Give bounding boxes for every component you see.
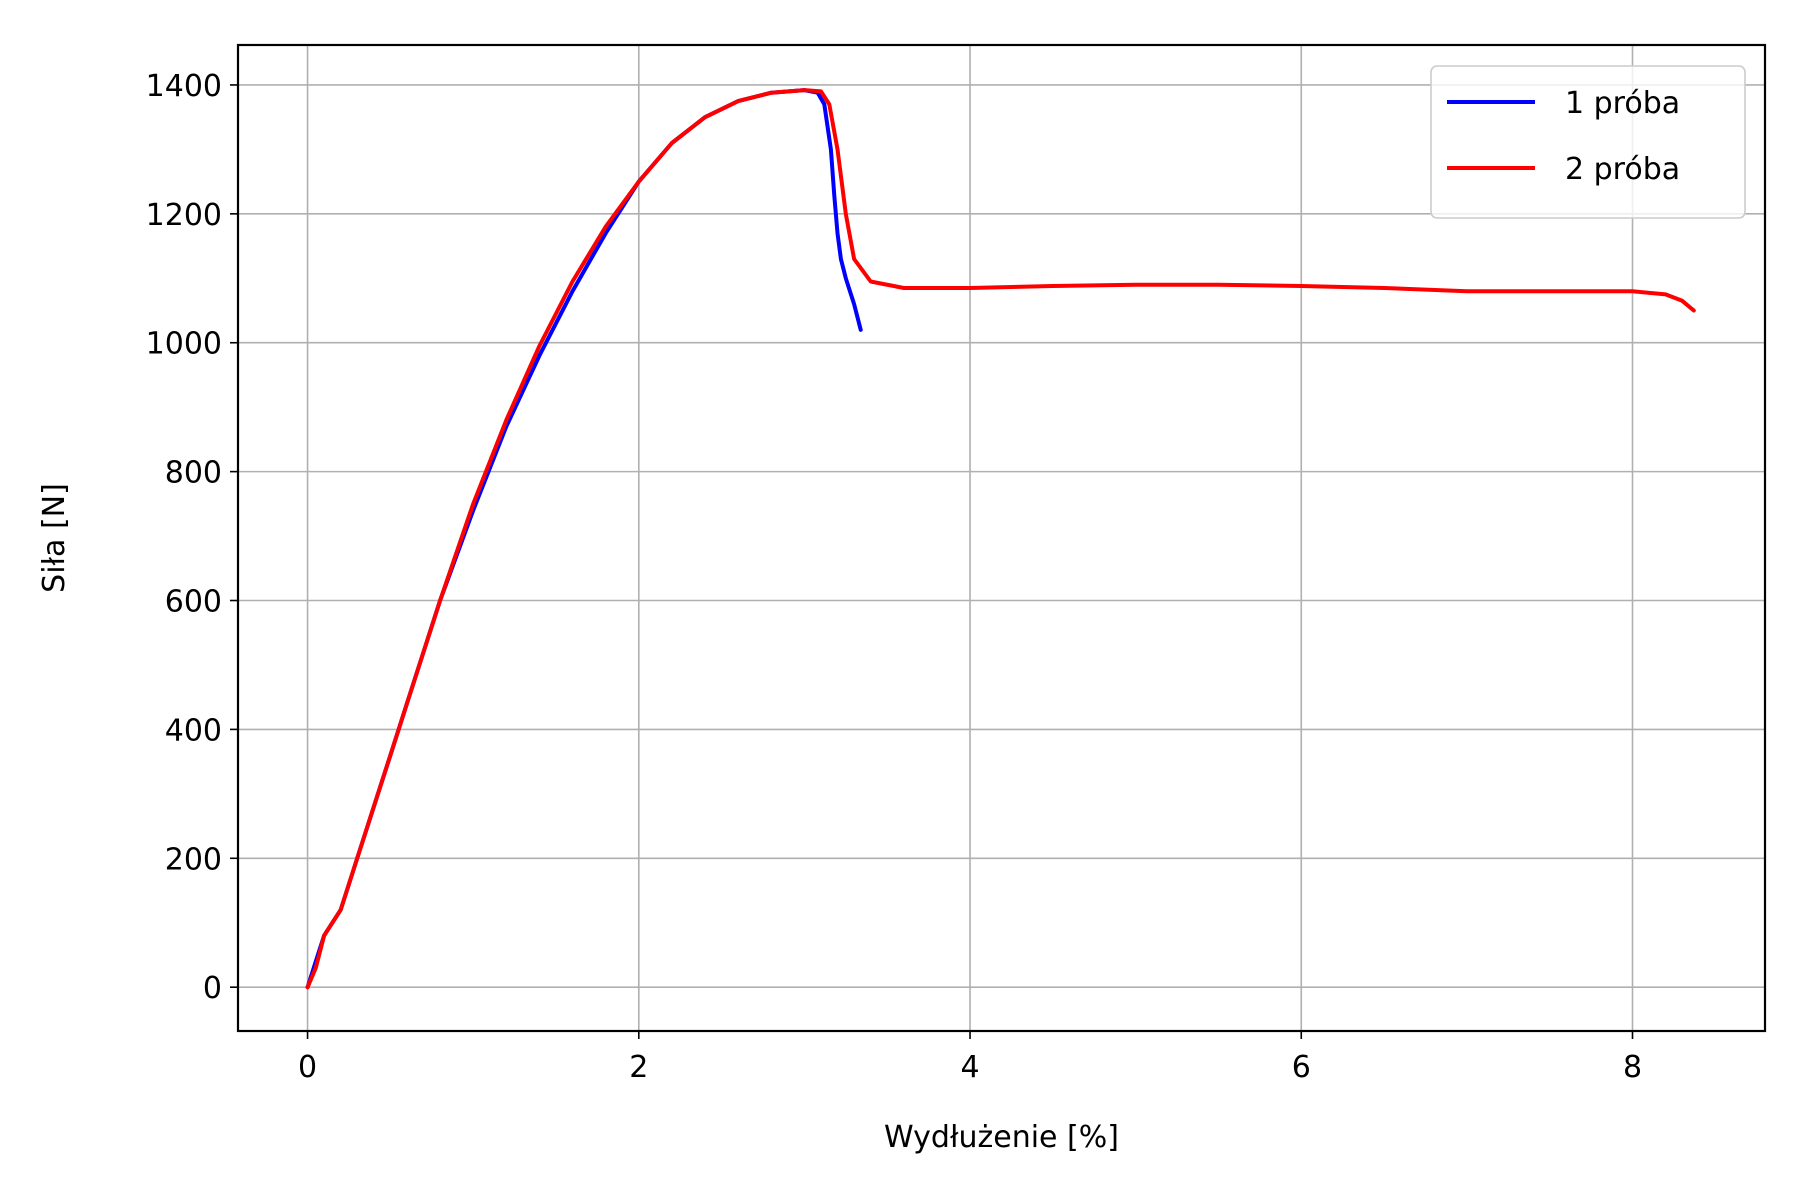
series-layer <box>305 88 1696 990</box>
y-axis-label: Siła [N] <box>37 483 72 593</box>
x-tick-label: 4 <box>960 1050 979 1085</box>
series-line-1 <box>305 88 863 990</box>
y-tick-label: 1000 <box>146 327 222 362</box>
y-tick-label: 800 <box>165 456 222 491</box>
y-tick-label: 600 <box>165 585 222 620</box>
legend-label-2: 2 próba <box>1565 152 1680 187</box>
y-tick-label: 400 <box>165 713 222 748</box>
ticks: 0 2 4 6 8 0 200 400 600 800 1000 1200 1400 <box>146 69 1642 1085</box>
x-tick-label: 2 <box>629 1050 648 1085</box>
y-tick-label: 1400 <box>146 69 222 104</box>
x-axis-label: Wydłużenie [%] <box>884 1120 1119 1155</box>
y-tick-label: 0 <box>203 971 222 1006</box>
x-tick-label: 6 <box>1292 1050 1311 1085</box>
y-tick-label: 200 <box>165 842 222 877</box>
legend: 1 próba 2 próba <box>1430 65 1746 219</box>
plot-frame <box>236 43 1767 1033</box>
legend-label-1: 1 próba <box>1565 86 1680 121</box>
series-line-2 <box>305 88 1696 990</box>
x-tick-label: 0 <box>298 1050 317 1085</box>
x-tick-label: 8 <box>1623 1050 1642 1085</box>
y-tick-label: 1200 <box>146 198 222 233</box>
